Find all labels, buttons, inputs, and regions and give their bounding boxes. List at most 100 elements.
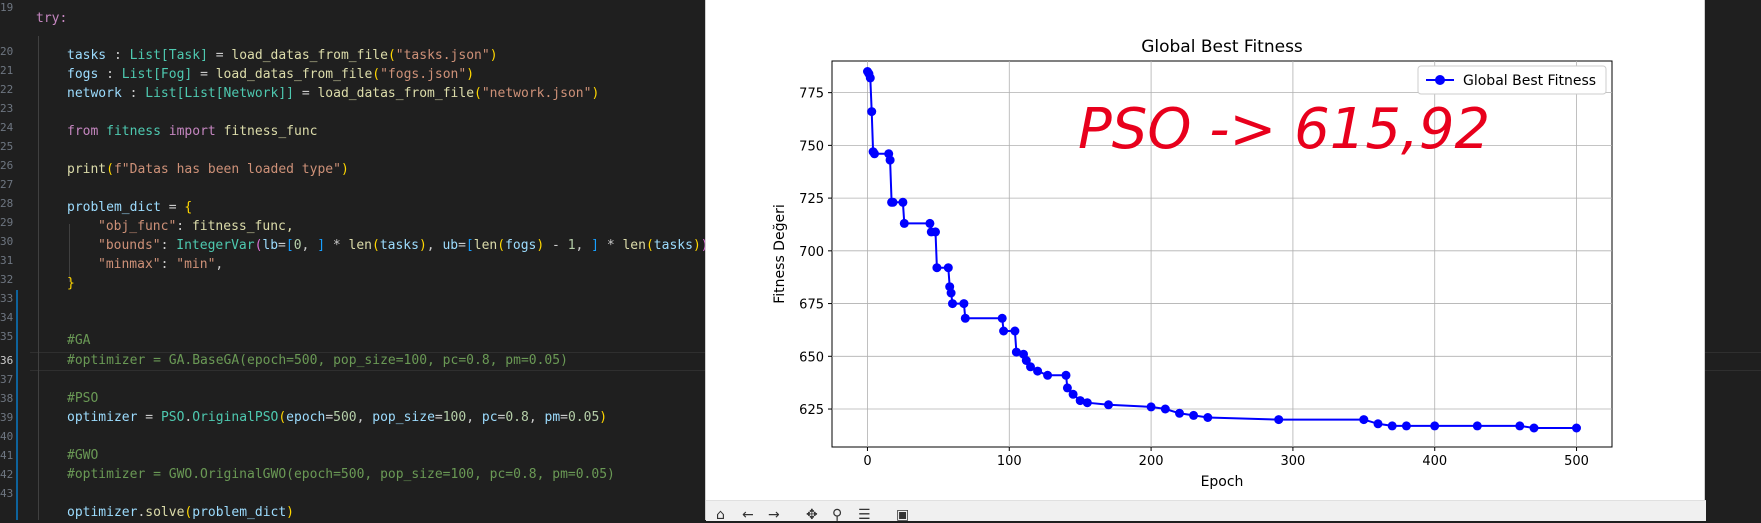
data-point — [1430, 421, 1440, 431]
code-line-fogs[interactable]: fogs : List[Fog] = load_datas_from_file(… — [67, 67, 475, 82]
y-tick-label: 725 — [799, 192, 824, 207]
module-name: PSO — [160, 410, 185, 425]
method-call: solve — [145, 505, 185, 520]
x-tick-label: 200 — [1139, 454, 1164, 469]
data-point — [1160, 404, 1170, 414]
chart-title: Global Best Fitness — [1141, 37, 1303, 57]
data-point — [870, 149, 879, 159]
indent-guide — [69, 224, 70, 282]
back-icon[interactable]: ← — [742, 507, 754, 523]
class-name: IntegerVar — [176, 238, 255, 253]
data-point — [925, 218, 935, 228]
variable: network — [67, 86, 122, 101]
data-point — [1010, 326, 1020, 336]
line-number: 28 — [0, 197, 14, 210]
legend-label: Global Best Fitness — [1463, 73, 1596, 89]
save-icon[interactable]: ▣ — [896, 507, 910, 523]
code-line-print[interactable]: print(f"Datas has been loaded type") — [67, 162, 349, 177]
data-point — [1104, 400, 1113, 410]
data-point — [946, 288, 956, 298]
dict-value: "min" — [176, 257, 216, 272]
line-number: 42 — [0, 468, 14, 481]
data-point — [1043, 370, 1053, 380]
modified-lines-indicator — [16, 290, 18, 520]
code-line-solve[interactable]: optimizer.solve(problem_dict) — [67, 505, 294, 520]
y-tick-label: 700 — [799, 245, 824, 260]
code-line-pso-comment[interactable]: #PSO — [67, 390, 98, 408]
y-axis-label: Fitness Değeri — [772, 204, 788, 303]
data-point — [1062, 383, 1072, 393]
data-point — [960, 313, 970, 323]
line-number: 35 — [0, 330, 14, 343]
code-line-tasks[interactable]: tasks : List[Task] = load_datas_from_fil… — [67, 48, 498, 63]
legend-marker — [1435, 75, 1445, 85]
line-number: 26 — [0, 159, 14, 172]
dict-value: fitness_func, — [191, 219, 294, 234]
zoom-icon[interactable]: ⚲ — [832, 507, 843, 523]
line-number-gutter: 19 20 21 22 23 24 25 26 27 28 29 30 31 3… — [0, 0, 28, 520]
data-point — [932, 263, 942, 273]
figure-toolbar: ⌂ ← → ✥ ⚲ ☰ ▣ — [706, 500, 1706, 523]
code-line-obj-func[interactable]: "obj_func": fitness_func, — [98, 219, 294, 234]
code-line-problem-dict[interactable]: problem_dict = { — [67, 200, 193, 215]
variable: problem_dict — [67, 200, 161, 215]
string-literal: f"Datas has been loaded type" — [113, 162, 341, 177]
line-number: 32 — [0, 273, 14, 286]
forward-icon[interactable]: → — [768, 507, 780, 523]
code-line-minmax[interactable]: "minmax": "min", — [98, 257, 224, 272]
line-number: 22 — [0, 83, 14, 96]
data-point — [1061, 370, 1071, 380]
code-line-import[interactable]: from fitness import fitness_func — [67, 123, 317, 141]
y-tick-label: 650 — [799, 350, 824, 365]
keyword-from: from — [67, 124, 99, 139]
line-number: 39 — [0, 411, 14, 424]
line-number: 34 — [0, 311, 14, 324]
line-number: 38 — [0, 392, 14, 405]
home-icon[interactable]: ⌂ — [716, 507, 725, 523]
handwritten-annotation: PSO -> 615,92 — [1078, 97, 1490, 162]
data-point — [1274, 415, 1284, 425]
line-number: 27 — [0, 178, 14, 191]
function-call: load_datas_from_file — [317, 86, 475, 101]
code-line-gwo-optimizer[interactable]: #optimizer = GWO.OriginalGWO(epoch=500, … — [67, 466, 615, 484]
code-line-gwo-comment[interactable]: #GWO — [67, 447, 98, 465]
comment: #PSO — [67, 391, 99, 406]
dict-key: "obj_func" — [98, 219, 177, 234]
configure-icon[interactable]: ☰ — [858, 507, 871, 523]
keyword-try: try: — [36, 11, 68, 26]
matplotlib-figure-window[interactable]: 0 100 200 300 400 500 625 650 675 700 725 750 775 G… — [705, 0, 1706, 523]
code-line-close-brace[interactable]: } — [67, 276, 75, 291]
type-hint: List[Task] — [129, 48, 208, 63]
imported-name: fitness_func — [223, 124, 318, 139]
line-number: 41 — [0, 449, 14, 462]
code-line-network[interactable]: network : List[List[Network]] = load_dat… — [67, 86, 600, 101]
code-line-bounds[interactable]: "bounds": IntegerVar(lb=[0, ] * len(task… — [98, 238, 716, 253]
line-number: 21 — [0, 64, 14, 77]
fitness-chart: 0 100 200 300 400 500 625 650 675 700 725 750 775 G… — [772, 37, 1613, 490]
code-line-pso-optimizer[interactable]: optimizer = PSO.OriginalPSO(epoch=500, p… — [67, 410, 608, 425]
data-point — [1175, 408, 1184, 418]
data-point — [1011, 347, 1021, 357]
line-number-active: 36 — [0, 354, 14, 367]
data-point — [1068, 389, 1078, 399]
data-point — [1472, 421, 1482, 431]
data-point — [898, 197, 908, 207]
data-point — [1189, 410, 1199, 420]
line-number: 43 — [0, 487, 14, 500]
code-line-try[interactable]: try: — [36, 10, 67, 28]
x-tick-label: 0 — [863, 454, 871, 469]
code-line-ga-comment[interactable]: #GA — [67, 332, 90, 350]
pan-icon[interactable]: ✥ — [806, 507, 818, 523]
line-number: 30 — [0, 235, 14, 248]
code-line-ga-optimizer[interactable]: #optimizer = GA.BaseGA(epoch=500, pop_si… — [67, 352, 568, 370]
y-tick-label: 675 — [799, 298, 824, 313]
type-hint: List[List[Network]] — [145, 86, 294, 101]
data-point — [1026, 362, 1035, 372]
data-point — [888, 197, 898, 207]
variable: optimizer — [67, 505, 138, 520]
y-tick-label: 750 — [799, 139, 824, 154]
data-point — [899, 218, 909, 228]
data-point — [999, 326, 1009, 336]
module-name: fitness — [106, 124, 161, 139]
string-literal: "tasks.json" — [395, 48, 490, 63]
